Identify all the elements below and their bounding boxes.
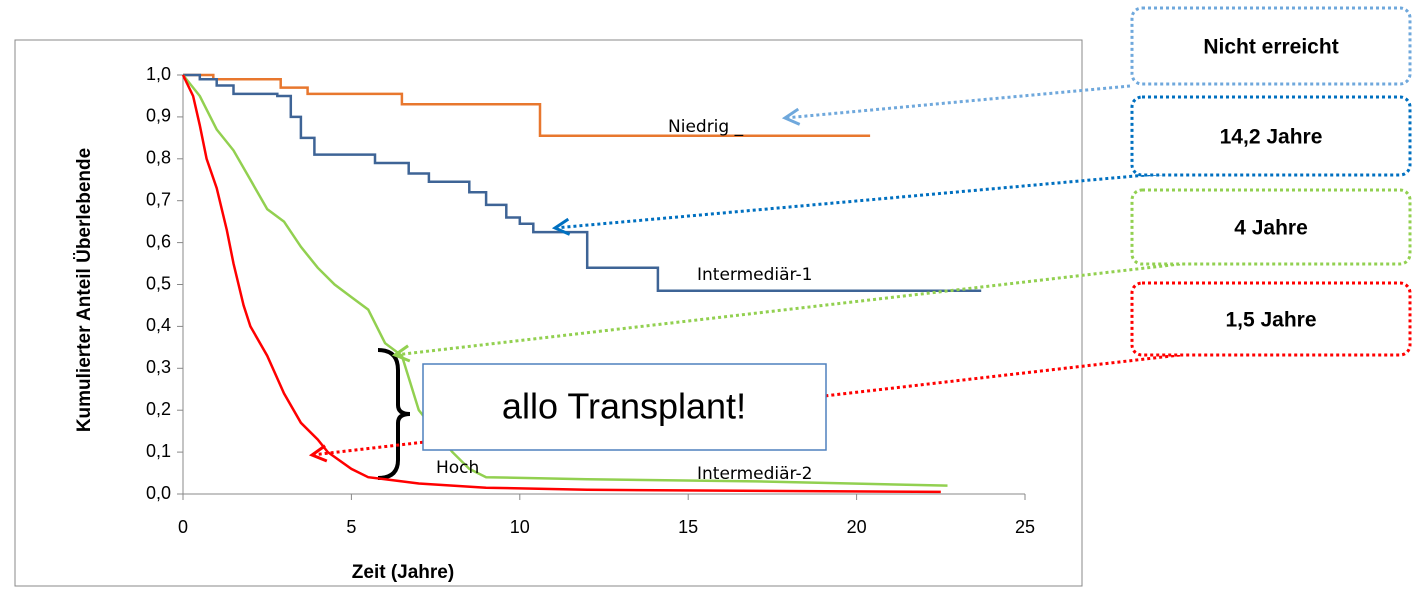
y-tick-label: 0,1 xyxy=(146,441,171,461)
x-tick-label: 20 xyxy=(847,517,867,537)
x-tick-label: 15 xyxy=(678,517,698,537)
x-axis-title: Zeit (Jahre) xyxy=(352,562,454,583)
y-tick-label: 0,9 xyxy=(146,106,171,126)
series-label: Intermediär-2 xyxy=(697,464,812,484)
callout-box xyxy=(422,363,827,451)
y-tick-label: 0,0 xyxy=(146,483,171,503)
annotation-text: Nicht erreicht xyxy=(1203,36,1338,59)
y-tick-label: 0,2 xyxy=(146,399,171,419)
annotation-box xyxy=(1130,6,1412,86)
y-tick-label: 0,4 xyxy=(146,315,171,335)
x-tick-label: 5 xyxy=(346,517,356,537)
arrow-head xyxy=(391,344,411,363)
annotation-box xyxy=(1130,188,1412,266)
annotation-text: 4 Jahre xyxy=(1234,217,1308,240)
y-tick-label: 0,3 xyxy=(146,357,171,377)
series-label: Hoch xyxy=(436,458,479,478)
annotation-box xyxy=(1130,95,1412,177)
y-tick-label: 0,5 xyxy=(146,273,171,293)
arrow xyxy=(554,170,1181,230)
y-axis-title: Kumulierter Anteil Überlebende xyxy=(74,148,95,432)
callout-text: allo Transplant! xyxy=(502,386,746,427)
arrow-head xyxy=(308,444,328,463)
series-label: Niedrig _ xyxy=(668,117,744,137)
y-tick-label: 0,7 xyxy=(146,189,171,209)
arrow-head xyxy=(781,107,801,126)
arrow xyxy=(784,84,1131,120)
series-line xyxy=(183,73,982,293)
annotation-box xyxy=(1130,281,1412,357)
x-tick-label: 10 xyxy=(510,517,530,537)
x-tick-label: 25 xyxy=(1015,517,1035,537)
annotation-text: 14,2 Jahre xyxy=(1220,126,1323,149)
series-label: Intermediär-1 xyxy=(697,265,812,285)
x-tick-label: 0 xyxy=(178,517,188,537)
y-tick-label: 0,6 xyxy=(146,231,171,251)
arrow-head xyxy=(551,217,571,236)
series-line xyxy=(182,74,948,487)
y-tick-label: 0,8 xyxy=(146,148,171,168)
bracket xyxy=(377,348,411,480)
chart-frame xyxy=(14,39,1083,587)
series-line xyxy=(181,74,941,494)
y-tick-label: 1,0 xyxy=(146,64,171,84)
annotation-text: 1,5 Jahre xyxy=(1225,309,1316,332)
